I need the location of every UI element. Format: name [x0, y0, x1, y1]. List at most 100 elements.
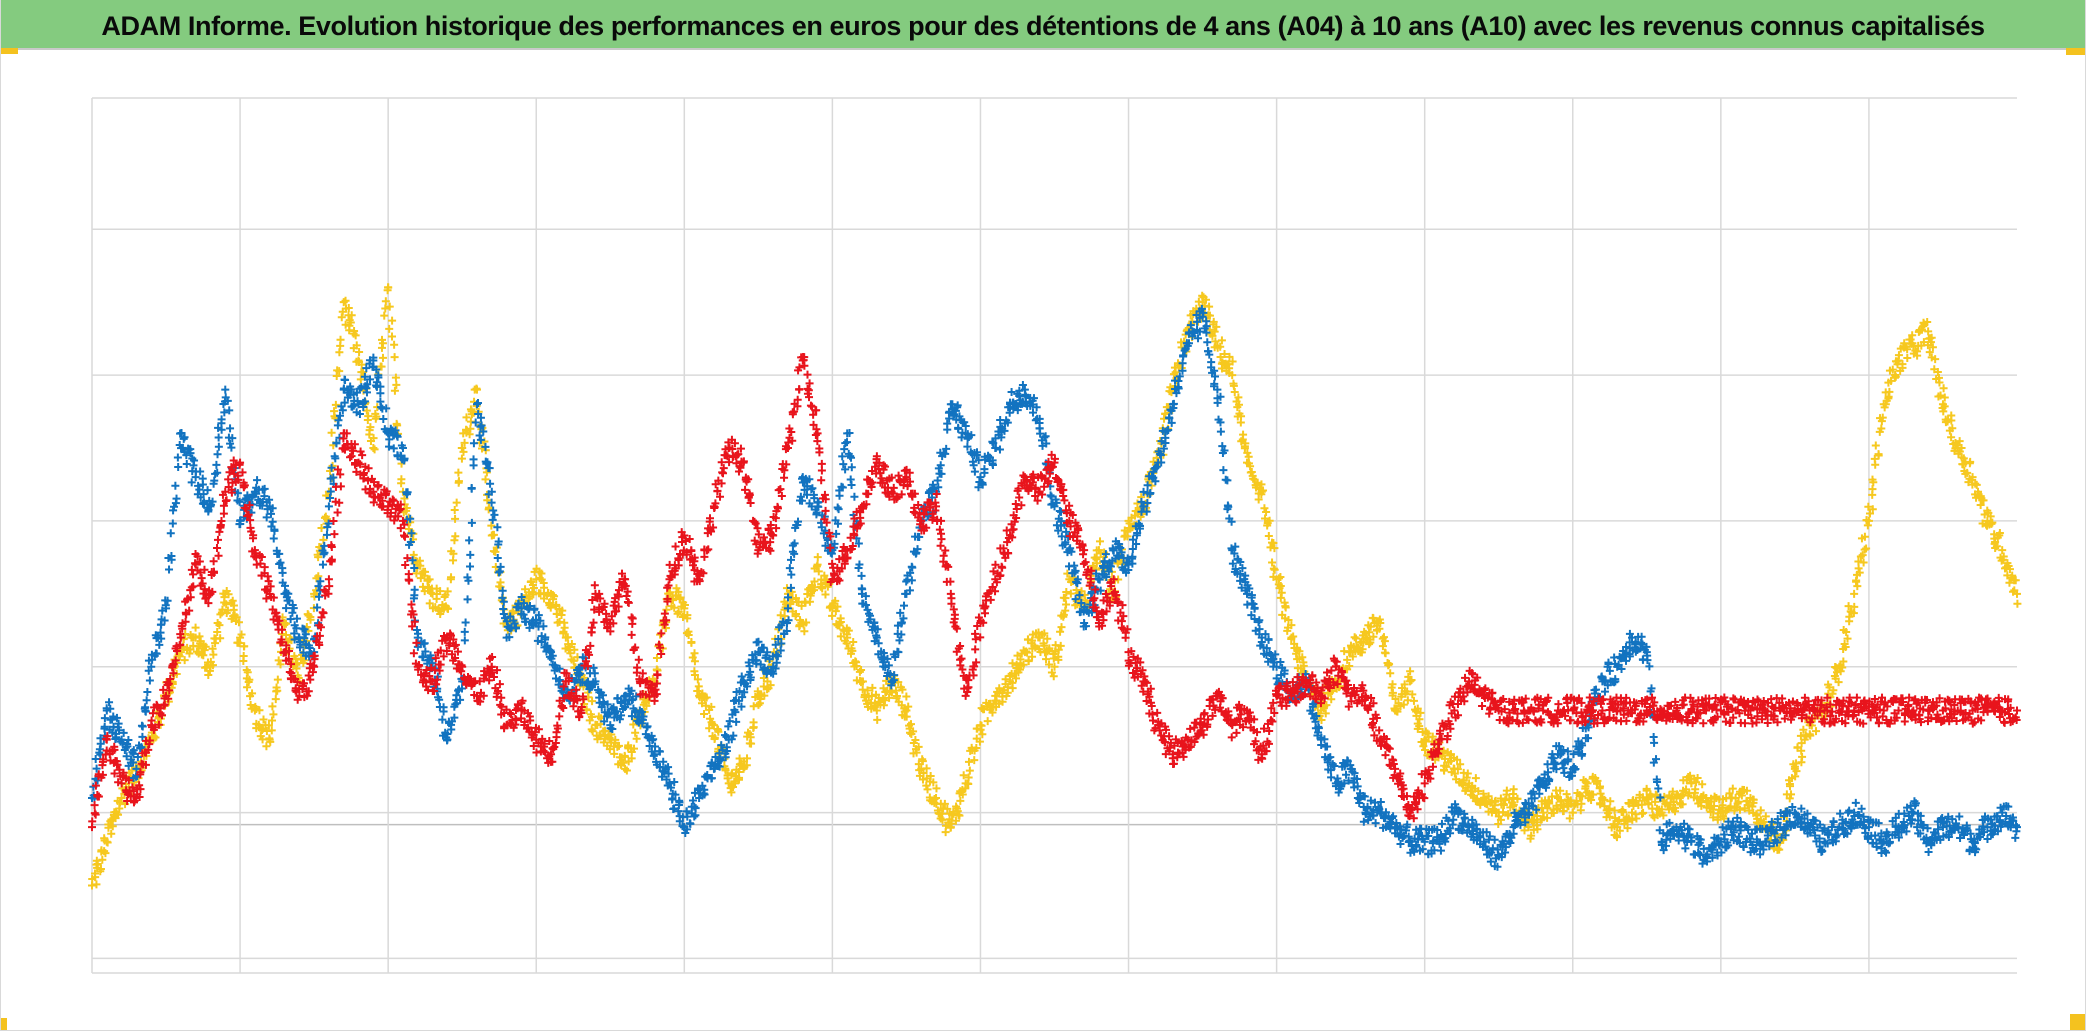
scatter-mark-yellow [1281, 602, 1290, 611]
scatter-mark-yellow [932, 784, 941, 793]
scatter-mark-yellow [92, 880, 101, 889]
scatter-mark-yellow [1057, 623, 1066, 632]
scatter-mark-yellow [1295, 647, 1304, 656]
scatter-mark-yellow [1388, 688, 1397, 697]
scatter-mark-yellow [1798, 752, 1807, 761]
scatter-mark-yellow [693, 675, 702, 684]
scatter-mark-yellow [1008, 684, 1017, 693]
scatter-mark-yellow [1885, 387, 1894, 396]
scatter-mark-yellow [734, 775, 743, 784]
scatter-mark-yellow [1638, 793, 1647, 802]
scatter-mark-yellow [965, 766, 974, 775]
scatter-mark-yellow [1785, 780, 1794, 789]
scatter-mark-yellow [1240, 442, 1249, 451]
scatter-mark-yellow [1931, 355, 1940, 364]
scatter-mark-yellow [1850, 602, 1859, 611]
scatter-mark-yellow [668, 596, 677, 605]
scatter-mark-yellow [879, 701, 888, 710]
scatter-mark-yellow [1556, 786, 1565, 795]
scatter-mark-yellow [705, 724, 714, 733]
scatter-mark-yellow [322, 515, 331, 524]
scatter-mark-yellow [1799, 725, 1808, 734]
scatter-mark-yellow [1933, 367, 1942, 376]
scatter-mark-yellow [392, 419, 401, 428]
scatter-mark-yellow [1462, 773, 1471, 782]
scatter-mark-yellow [873, 715, 882, 724]
scatter-mark-yellow [1421, 745, 1430, 754]
scatter-mark-yellow [1492, 808, 1501, 817]
scatter-mark-yellow [1262, 508, 1271, 517]
scatter-mark-yellow [995, 684, 1004, 693]
scatter-mark-yellow [940, 799, 949, 808]
scatter-mark-yellow [191, 623, 200, 632]
scatter-mark-yellow [1862, 544, 1871, 553]
scatter-mark-yellow [914, 760, 923, 769]
scatter-mark-yellow [1947, 433, 1956, 442]
scatter-mark-yellow [1669, 798, 1678, 807]
scatter-mark-yellow [1749, 795, 1758, 804]
scatter-mark-yellow [1096, 537, 1105, 546]
scatter-mark-yellow [409, 550, 418, 559]
scatter-mark-yellow [1413, 704, 1422, 713]
scatter-mark-yellow [1092, 559, 1101, 568]
scatter-mark-yellow [813, 553, 822, 562]
scatter-mark-yellow [684, 631, 693, 640]
scatter-mark-yellow [1423, 729, 1432, 738]
scatter-mark-yellow [1806, 731, 1815, 740]
scatter-mark-yellow [384, 283, 393, 292]
scatter-mark-yellow [801, 598, 810, 607]
scatter-mark-yellow [1903, 345, 1912, 354]
scatter-mark-yellow [1375, 624, 1384, 633]
scatter-mark-yellow [1270, 565, 1279, 574]
data-point-yellow [369, 444, 378, 452]
scatter-mark-yellow [1647, 792, 1656, 801]
scatter-mark-yellow [1939, 384, 1948, 393]
scatter-mark-yellow [972, 724, 981, 733]
scatter-mark-yellow [346, 318, 355, 327]
scatter-mark-yellow [816, 582, 825, 591]
scatter-mark-yellow [234, 618, 243, 627]
scatter-mark-yellow [1864, 502, 1873, 511]
scatter-mark-yellow [1632, 814, 1641, 823]
scatter-mark-yellow [851, 657, 860, 666]
scatter-mark-yellow [1860, 532, 1869, 541]
scatter-mark-yellow [1610, 806, 1619, 815]
scatter-mark-yellow [276, 660, 285, 669]
scatter-mark-yellow [1509, 800, 1518, 809]
series-layer [88, 283, 2022, 890]
scatter-mark-yellow [632, 734, 641, 743]
scatter-mark-yellow [1903, 353, 1912, 362]
scatter-mark-yellow [390, 386, 399, 395]
scatter-mark-yellow [1565, 814, 1574, 823]
scatter-mark-yellow [1604, 805, 1613, 814]
scatter-mark-yellow [1201, 295, 1210, 304]
scatter-mark-yellow [220, 593, 229, 602]
scatter-mark-yellow [425, 599, 434, 608]
scatter-mark-yellow [1852, 577, 1861, 586]
scatter-mark-yellow [975, 737, 984, 746]
scatter-mark-yellow [1845, 617, 1854, 626]
scatter-mark-yellow [1752, 810, 1761, 819]
scatter-mark-yellow [1562, 790, 1571, 799]
scatter-mark-yellow [1860, 545, 1869, 554]
scatter-mark-yellow [115, 798, 124, 807]
scatter-mark-yellow [588, 727, 597, 736]
scatter-mark-yellow [425, 575, 434, 584]
scatter-mark-yellow [1239, 430, 1248, 439]
scatter-mark-yellow [1963, 468, 1972, 477]
scatter-mark-yellow [674, 587, 683, 596]
scatter-mark-yellow [605, 745, 614, 754]
scatter-mark-yellow [1407, 675, 1416, 684]
scatter-mark-yellow [1919, 338, 1928, 347]
scatter-mark-yellow [673, 609, 682, 618]
scatter-mark-yellow [483, 496, 492, 505]
scatter-mark-yellow [818, 584, 827, 593]
scatter-mark-yellow [956, 796, 965, 805]
scatter-mark-yellow [1369, 614, 1378, 623]
scatter-mark-yellow [1657, 805, 1666, 814]
scatter-mark-yellow [1692, 778, 1701, 787]
scatter-mark-yellow [1284, 615, 1293, 624]
scatter-mark-yellow [491, 547, 500, 556]
scatter-mark-yellow [454, 468, 463, 477]
scatter-mark-yellow [1843, 634, 1852, 643]
